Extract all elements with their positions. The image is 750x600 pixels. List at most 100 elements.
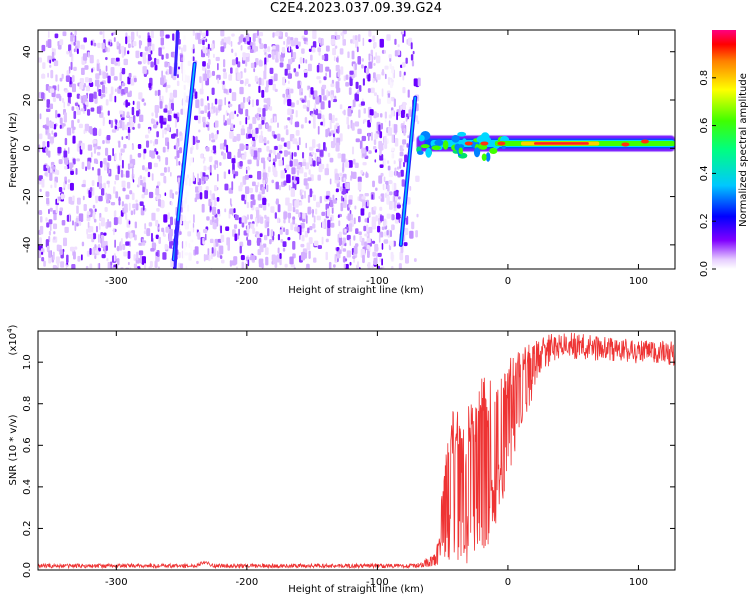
spectrogram-cell: [398, 263, 402, 269]
streak-tail: [173, 30, 180, 76]
spectrogram-cell: [91, 68, 94, 73]
spectrogram-cell: [222, 152, 226, 160]
spectrogram-cell: [361, 196, 366, 200]
spectrogram-cell: [368, 39, 372, 43]
band-hotspot: [480, 141, 489, 146]
spectrogram-cell: [330, 94, 334, 102]
spectrogram-cell: [197, 173, 199, 183]
spectrogram-cell: [161, 227, 165, 233]
spectrogram-cell: [202, 61, 206, 67]
spectrogram-cell: [379, 206, 383, 211]
spectrogram-cell: [66, 254, 69, 264]
spectrogram-cell: [131, 168, 134, 177]
spectrogram-cell: [196, 32, 201, 40]
spectrogram-cell: [233, 224, 238, 229]
spectrogram-cell: [144, 207, 147, 212]
spectrogram-cell: [118, 197, 121, 202]
spectrogram-cell: [114, 239, 116, 248]
spectrogram-cell: [371, 216, 376, 226]
spectrogram-cell: [318, 143, 321, 150]
spectrogram-cell: [357, 181, 362, 191]
spectrogram-cell: [59, 207, 64, 212]
spectrogram-cell: [250, 62, 255, 69]
spectrogram-cell: [338, 236, 343, 246]
spectrogram-cell: [368, 30, 372, 37]
spectrogram-cell: [223, 59, 226, 68]
band-blob: [489, 147, 498, 154]
spectrogram-cell: [324, 168, 329, 176]
spectrogram-cell: [219, 162, 222, 166]
spectrogram-cell: [173, 113, 178, 119]
spectrogram-cell: [317, 47, 321, 53]
spectrogram-cell: [128, 220, 131, 225]
spectrogram-cell: [201, 179, 205, 185]
spectrogram-cell: [223, 36, 226, 43]
spectrogram-cell: [244, 216, 248, 224]
spectrogram-cell: [282, 93, 286, 98]
spectrogram-cell: [128, 72, 132, 78]
spectrogram-cell: [193, 214, 195, 224]
spectrogram-cell: [378, 140, 383, 150]
spectrogram-cell: [202, 116, 206, 123]
spectrogram-cell: [274, 116, 276, 123]
spectrogram-cell: [238, 36, 243, 43]
spectrogram-cell: [396, 166, 400, 170]
spectrogram-cell: [268, 166, 271, 173]
spectrogram-cell: [212, 206, 217, 215]
spectrogram-cell: [80, 143, 85, 150]
spectrogram-cell: [352, 99, 356, 108]
spectrogram-cell: [138, 40, 143, 46]
spectrogram-cell: [344, 161, 350, 168]
spectrogram-cell: [400, 31, 403, 35]
spectrogram-cell: [38, 250, 42, 259]
spectrogram-cell: [356, 46, 359, 53]
spectrogram-cell: [337, 152, 342, 159]
spectrogram-cell: [250, 223, 255, 229]
spectrogram-cell: [211, 247, 214, 254]
spectrogram-cell: [372, 146, 377, 150]
spectrogram-cell: [334, 168, 338, 174]
spectrogram-cell: [298, 137, 301, 146]
spectrogram-cell: [144, 223, 147, 230]
spectrogram-cell: [325, 238, 329, 243]
spectrogram-cell: [327, 152, 331, 158]
spectrogram-cell: [47, 39, 52, 49]
spectrogram-cell: [115, 119, 118, 125]
spectrogram-cell: [142, 165, 145, 171]
spectrogram-cell: [273, 134, 277, 139]
spectrogram-cell: [234, 52, 237, 57]
y-tick-label: 0.4: [22, 479, 33, 495]
spectrogram-cell: [364, 193, 369, 197]
spectrogram-cell: [372, 251, 377, 257]
spectrogram-cell: [103, 182, 106, 189]
spectrogram-cell: [71, 119, 74, 129]
spectrogram-cell: [248, 174, 253, 179]
spectrogram-cell: [341, 153, 346, 163]
spectrogram-cell: [120, 67, 122, 73]
spectrogram-cell: [301, 99, 305, 103]
spectrogram-cell: [236, 113, 239, 117]
spectrogram-cell: [109, 93, 113, 102]
spectrogram-cell: [354, 268, 355, 269]
spectrogram-cell: [88, 77, 93, 84]
spectrogram-cell: [147, 38, 152, 43]
spectrogram-cell: [296, 100, 300, 106]
spectrogram-cell: [114, 88, 117, 93]
spectrogram-cell: [226, 144, 229, 153]
spectrogram-cell: [308, 48, 312, 52]
spectrogram-cell: [141, 256, 146, 265]
spectrogram-cell: [336, 57, 339, 63]
spectrogram-cell: [74, 35, 77, 43]
spectrogram-cell: [101, 84, 105, 94]
spectrogram-cell: [337, 125, 340, 134]
y-tick-label: 0.8: [22, 396, 33, 412]
chart-title: C2E4.2023.037.09.39.G24: [269, 1, 443, 16]
spectrogram-cell: [272, 32, 275, 38]
spectrogram-cell: [283, 219, 286, 224]
spectrogram-cell: [283, 180, 287, 186]
spectrogram-cell: [105, 161, 107, 166]
spectrogram-cell: [113, 227, 115, 236]
spectrogram-cell: [118, 85, 122, 90]
spectrogram-cell: [289, 88, 294, 94]
spectrogram-cell: [53, 236, 56, 240]
